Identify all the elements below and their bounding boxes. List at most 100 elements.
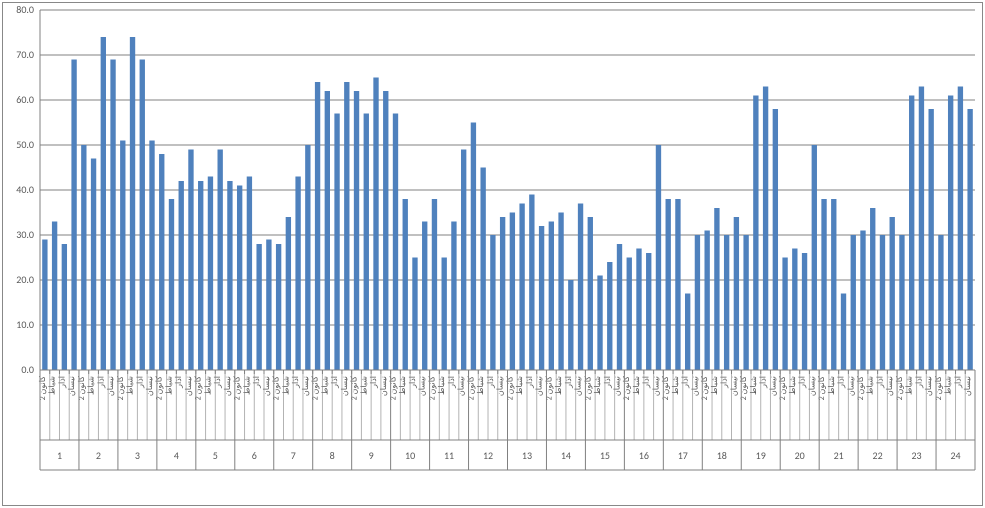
x-sub-label: نيسان (963, 376, 973, 396)
bar (831, 199, 836, 370)
bar (539, 226, 544, 370)
bar (782, 258, 787, 371)
bar (188, 150, 193, 371)
bar (295, 177, 300, 371)
x-sub-label: اذار (603, 376, 613, 389)
y-tick-label: 70.0 (16, 48, 34, 61)
bar (675, 199, 680, 370)
x-sub-label: نيسان (106, 376, 116, 396)
bar (666, 199, 671, 370)
x-sub-label: اذار (369, 376, 379, 389)
bar (403, 199, 408, 370)
bar (714, 208, 719, 370)
x-sub-label: نيسان (690, 376, 700, 396)
bar (578, 204, 583, 371)
bar (373, 78, 378, 371)
x-sub-label: كانون 2 (895, 376, 905, 401)
bar (588, 217, 593, 370)
bar (208, 177, 213, 371)
bar (938, 235, 943, 370)
bar (480, 168, 485, 371)
x-sub-label: شباط (671, 376, 681, 395)
y-tick-label: 50.0 (16, 138, 34, 151)
x-sub-label: شباط (398, 376, 408, 395)
bar (276, 244, 281, 370)
x-sub-label: شباط (126, 376, 136, 395)
x-group-label: 6 (252, 449, 257, 462)
bar (412, 258, 417, 371)
bar (909, 96, 914, 371)
bar (422, 222, 427, 371)
x-sub-label: شباط (866, 376, 876, 395)
x-sub-label: شباط (632, 376, 642, 395)
x-group-label: 11 (444, 449, 454, 462)
x-sub-label: اذار (681, 376, 691, 389)
x-sub-label: نيسان (807, 376, 817, 396)
bar (958, 87, 963, 371)
x-group-label: 2 (96, 449, 101, 462)
bar (140, 60, 145, 371)
bar (432, 199, 437, 370)
bar (851, 235, 856, 370)
x-group-label: 4 (174, 449, 179, 462)
x-sub-label: نيسان (457, 376, 467, 396)
x-sub-label: كانون 2 (739, 376, 749, 401)
bar (315, 82, 320, 370)
bar (685, 294, 690, 371)
x-sub-label: شباط (48, 376, 58, 395)
x-sub-label: كانون 2 (155, 376, 165, 401)
bar (627, 258, 632, 371)
x-group-label: 17 (678, 449, 688, 462)
x-sub-label: نيسان (184, 376, 194, 396)
bar (393, 114, 398, 371)
bar (218, 150, 223, 371)
bar (558, 213, 563, 371)
bar (81, 145, 86, 370)
x-group-label: 23 (911, 449, 921, 462)
x-sub-label: اذار (564, 376, 574, 389)
bar (967, 109, 972, 370)
x-sub-label: اذار (953, 376, 963, 389)
y-tick-label: 30.0 (16, 228, 34, 241)
x-sub-label: شباط (359, 376, 369, 395)
bar (42, 240, 47, 371)
x-group-label: 19 (756, 449, 766, 462)
bar (159, 154, 164, 370)
y-tick-label: 80.0 (16, 3, 34, 16)
x-sub-label: اذار (213, 376, 223, 389)
x-sub-label: اذار (642, 376, 652, 389)
x-sub-label: نيسان (223, 376, 233, 396)
bar (607, 262, 612, 370)
bar (568, 280, 573, 370)
bar (597, 276, 602, 371)
x-sub-label: اذار (252, 376, 262, 389)
x-sub-label: شباط (944, 376, 954, 395)
bar (549, 222, 554, 371)
bar (334, 114, 339, 371)
x-sub-label: كانون 2 (77, 376, 87, 401)
x-group-label: 7 (291, 449, 296, 462)
bar (617, 244, 622, 370)
x-sub-label: كانون 2 (583, 376, 593, 401)
x-sub-label: اذار (57, 376, 67, 389)
x-sub-label: كانون 2 (466, 376, 476, 401)
bar (120, 141, 125, 371)
x-sub-label: اذار (96, 376, 106, 389)
x-sub-label: نيسان (574, 376, 584, 396)
bar (286, 217, 291, 370)
x-sub-label: اذار (798, 376, 808, 389)
bar (354, 91, 359, 370)
x-sub-label: نيسان (729, 376, 739, 396)
x-sub-label: كانون 2 (544, 376, 554, 401)
bar (149, 141, 154, 371)
bar (500, 217, 505, 370)
bar (179, 181, 184, 370)
chart-container: 0.010.020.030.040.050.060.070.080.0كانون… (0, 0, 985, 508)
x-sub-label: شباط (87, 376, 97, 395)
bar (227, 181, 232, 370)
bar (841, 294, 846, 371)
bar (110, 60, 115, 371)
x-sub-label: اذار (525, 376, 535, 389)
bar (442, 258, 447, 371)
bar (325, 91, 330, 370)
